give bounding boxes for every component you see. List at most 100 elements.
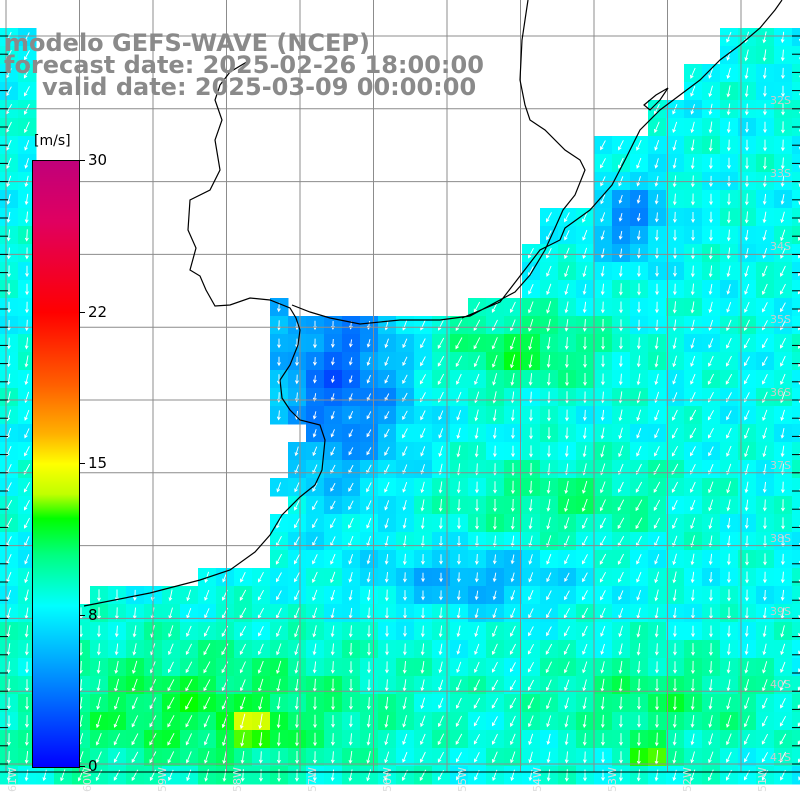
wind-arrow	[797, 685, 800, 691]
wind-arrow	[762, 85, 767, 98]
wind-arrow	[276, 643, 282, 656]
latitude-label: 39S	[770, 605, 791, 618]
wind-cell	[792, 208, 800, 227]
wind-arrow	[672, 319, 677, 332]
wind-arrow	[672, 157, 677, 169]
wind-arrow	[456, 481, 461, 494]
wind-cell	[792, 568, 800, 587]
wind-arrow	[708, 751, 714, 764]
wind-arrow	[564, 554, 570, 565]
wind-arrow	[654, 175, 659, 187]
wind-arrow	[366, 769, 372, 782]
wind-arrow	[258, 696, 263, 711]
wind-arrow	[528, 480, 533, 495]
wind-arrow	[653, 499, 661, 511]
wind-arrow	[97, 625, 101, 638]
wind-arrow	[546, 354, 551, 369]
wind-arrow	[24, 337, 29, 350]
wind-arrow	[240, 572, 246, 583]
wind-arrow	[6, 31, 12, 43]
wind-cell	[792, 262, 800, 281]
wind-arrow	[456, 572, 461, 583]
wind-arrow	[203, 661, 211, 674]
wind-arrow	[763, 553, 767, 566]
wind-arrow	[473, 355, 480, 368]
wind-arrow	[744, 481, 749, 494]
wind-arrow	[456, 661, 462, 673]
wind-arrow	[636, 428, 642, 439]
wind-arrow	[492, 608, 497, 619]
wind-arrow	[780, 553, 785, 566]
wind-arrow	[25, 715, 29, 728]
wind-arrow	[617, 553, 624, 565]
wind-arrow	[474, 608, 479, 619]
wind-arrow	[474, 751, 480, 763]
wind-arrow	[24, 643, 29, 656]
wind-arrow	[547, 409, 551, 422]
wind-arrow	[690, 139, 695, 152]
wind-arrow	[421, 572, 425, 583]
wind-arrow	[384, 338, 389, 349]
wind-arrow	[672, 696, 677, 711]
wind-arrow	[294, 590, 300, 601]
wind-arrow	[24, 446, 30, 457]
wind-cell	[792, 370, 800, 389]
forecast-date: forecast date: 2025-02-26 18:00:00	[4, 51, 484, 79]
wind-arrow	[457, 554, 461, 565]
wind-arrow	[780, 409, 785, 421]
wind-arrow	[294, 518, 300, 529]
wind-arrow	[132, 589, 137, 602]
wind-arrow	[565, 391, 569, 404]
wind-arrow	[257, 589, 264, 601]
wind-arrow	[348, 411, 354, 420]
wind-arrow	[167, 696, 175, 710]
wind-arrow	[132, 625, 137, 638]
wind-arrow	[798, 254, 800, 259]
wind-arrow	[204, 571, 210, 583]
wind-arrow	[564, 427, 569, 440]
wind-arrow	[384, 751, 390, 764]
wind-cell	[792, 280, 800, 299]
wind-cell	[792, 712, 800, 731]
wind-arrow	[762, 625, 767, 638]
wind-arrow	[492, 409, 497, 422]
wind-arrow	[617, 517, 625, 530]
wind-arrow	[366, 447, 372, 456]
latitude-label: 40S	[770, 678, 791, 691]
wind-arrow	[690, 769, 696, 782]
wind-arrow	[276, 590, 282, 601]
wind-cell	[792, 406, 800, 425]
wind-arrow	[744, 752, 750, 763]
wind-arrow	[420, 661, 425, 674]
wind-arrow	[24, 732, 29, 746]
wind-arrow	[473, 679, 481, 692]
wind-arrow	[780, 428, 785, 439]
wind-arrow	[745, 589, 749, 602]
wind-arrow	[491, 354, 498, 368]
wind-arrow	[276, 732, 281, 747]
wind-arrow	[240, 732, 245, 747]
wind-arrow	[563, 535, 570, 548]
wind-arrow	[601, 373, 605, 386]
wind-arrow	[23, 481, 30, 493]
wind-arrow	[763, 517, 767, 530]
wind-arrow	[167, 679, 175, 692]
wind-arrow	[672, 374, 678, 385]
wind-arrow	[312, 446, 318, 457]
wind-arrow	[618, 157, 624, 169]
wind-arrow	[6, 139, 12, 151]
wind-arrow	[294, 643, 299, 656]
wind-arrow	[23, 67, 30, 79]
wind-arrow	[726, 481, 732, 494]
colorbar-tick	[79, 463, 85, 464]
wind-arrow	[277, 751, 281, 764]
wind-arrow	[762, 211, 767, 224]
wind-arrow	[312, 661, 317, 674]
wind-arrow	[655, 661, 659, 674]
wind-arrow	[690, 85, 696, 97]
wind-arrow	[491, 643, 498, 656]
wind-arrow	[330, 500, 336, 510]
wind-arrow	[439, 554, 443, 565]
wind-arrow	[7, 265, 11, 278]
wind-arrow	[402, 499, 407, 511]
